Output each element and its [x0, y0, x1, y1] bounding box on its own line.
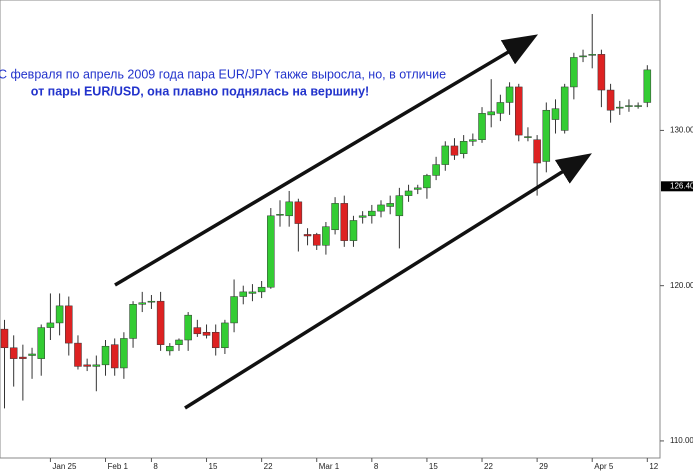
candle-body [358, 215, 367, 218]
candle-body [560, 86, 569, 131]
x-tick-label: Jan 25 [52, 462, 77, 471]
last-price-label: 126.40 [670, 181, 693, 190]
candle-body [505, 86, 514, 103]
candle-body [459, 141, 468, 154]
candle-body [533, 139, 541, 164]
arrow [114, 34, 539, 287]
candle-body [450, 145, 459, 156]
candle-body [83, 364, 91, 367]
candle-body [28, 353, 36, 356]
candle-body [312, 234, 321, 246]
candle-body [65, 305, 73, 344]
candle-body [643, 69, 652, 103]
candle-body [230, 296, 238, 324]
candle-body [276, 214, 284, 216]
x-tick-label: Feb 1 [108, 462, 129, 471]
candle-body [496, 102, 505, 114]
candle-body [625, 105, 633, 107]
candle-body [515, 86, 523, 136]
candle-body [322, 226, 330, 246]
candle-body [267, 215, 275, 288]
candle-body [487, 111, 495, 116]
candle-body [101, 345, 110, 366]
candle-body [432, 164, 440, 176]
candle-body [19, 356, 27, 359]
candle-body [239, 291, 248, 297]
candle-body [110, 344, 119, 369]
x-tick-label: 22 [264, 462, 273, 471]
arrow [184, 153, 592, 410]
candle-body [257, 286, 266, 293]
x-tick-label: 15 [209, 462, 218, 471]
annotation: С февраля по апрель 2009 года пара EUR/J… [0, 67, 446, 81]
x-tick-label: 12 [649, 462, 658, 471]
candle-body [570, 57, 578, 88]
candle-body [184, 314, 192, 341]
candle-body [175, 339, 183, 345]
candle-body [294, 201, 303, 224]
candle-body [551, 108, 560, 120]
plot-area [0, 0, 661, 459]
candle-body [588, 54, 596, 56]
y-tick-label: 110.00 [670, 436, 693, 445]
candle-body [221, 322, 229, 349]
candle-body [524, 136, 532, 138]
y-tick-label: 130.00 [670, 126, 693, 135]
candle-body [74, 342, 82, 367]
candle-body [9, 347, 18, 359]
candle-body [285, 201, 293, 217]
candle-body [331, 203, 339, 231]
candle-body [37, 327, 45, 359]
candle-body [138, 302, 146, 305]
candle-body [349, 220, 358, 241]
candle-body [147, 300, 156, 303]
candle-body [386, 203, 394, 207]
candle-body [129, 304, 137, 339]
x-tick-label: 22 [484, 462, 493, 471]
candle-body [634, 105, 642, 107]
candle-body [303, 234, 312, 237]
y-tick-label: 120.00 [670, 281, 693, 290]
candle-body [55, 305, 64, 324]
candle-body [0, 328, 9, 349]
candle-body [211, 331, 220, 349]
x-tick-label: 8 [374, 462, 379, 471]
candle-body [166, 345, 174, 352]
annotation: от пары EUR/USD, она плавно поднялась на… [31, 84, 369, 98]
marks [0, 13, 652, 409]
candle-body [193, 327, 202, 335]
candle-body [92, 364, 101, 367]
candle-body [413, 187, 422, 190]
x-tick-label: 8 [153, 462, 158, 471]
last-price-box [661, 181, 693, 192]
candle-body [606, 89, 615, 111]
candle-body [120, 338, 128, 369]
candle-body [441, 145, 450, 165]
candle-body [377, 204, 385, 212]
x-tick-label: Apr 5 [594, 462, 614, 471]
candle-body [46, 322, 55, 328]
candle-body [202, 331, 211, 336]
candle-body [340, 203, 349, 241]
candle-body [597, 54, 606, 91]
candle-body [248, 291, 257, 294]
x-tick-label: 15 [429, 462, 438, 471]
candle-body [368, 210, 376, 217]
candle-body [469, 139, 477, 142]
candle-body [542, 109, 551, 162]
candle-body [478, 113, 486, 140]
candle-body [616, 106, 624, 109]
x-tick-label: 29 [539, 462, 548, 471]
candle-body [404, 190, 413, 196]
candle-body [156, 300, 165, 345]
candle-body [579, 55, 587, 58]
candle-body [423, 175, 431, 189]
x-tick-label: Mar 1 [319, 462, 340, 471]
candle-body [395, 195, 404, 217]
